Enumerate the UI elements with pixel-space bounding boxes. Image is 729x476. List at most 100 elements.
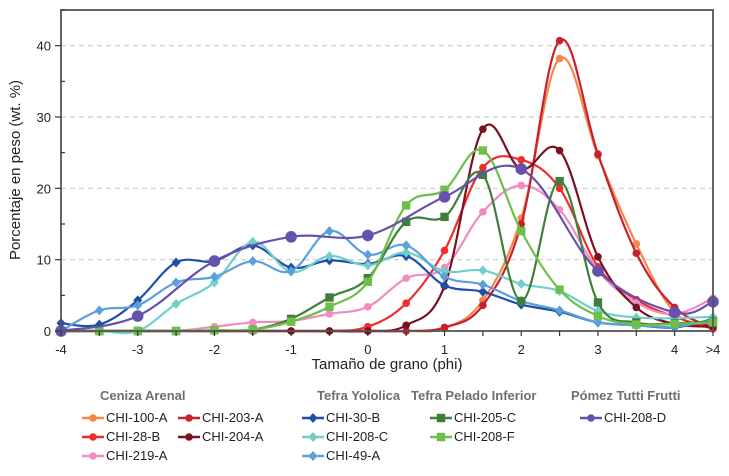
x-tick-label: 2 — [518, 342, 525, 357]
legend-item-chi-208-d: CHI-208-D — [580, 408, 666, 427]
data-point — [594, 253, 602, 261]
data-point — [440, 185, 449, 194]
data-point — [440, 246, 449, 255]
legend-swatch — [302, 450, 324, 461]
data-point — [479, 301, 487, 310]
legend-marker — [89, 451, 97, 460]
data-point — [248, 256, 258, 267]
y-tick-label: 0 — [44, 324, 51, 339]
data-point — [133, 300, 143, 311]
data-point — [555, 305, 565, 316]
legend-marker — [185, 413, 193, 422]
data-point — [131, 310, 144, 322]
x-axis-title: Tamaño de grano (phi) — [312, 356, 463, 373]
data-point — [401, 247, 411, 258]
legend-item-chi-28-b: CHI-28-B — [82, 427, 167, 446]
y-axis-title: Porcentaje en peso (wt. %) — [7, 80, 24, 260]
data-point — [478, 279, 488, 290]
legend-swatch — [82, 413, 104, 422]
legend-marker — [89, 432, 97, 441]
legend-label: CHI-28-B — [106, 429, 161, 444]
legend-item-chi-30-b: CHI-30-B — [302, 408, 388, 427]
data-point — [517, 296, 526, 306]
data-point — [285, 231, 297, 243]
data-point — [440, 280, 450, 291]
legend-group-title: Tefra Yololica — [317, 388, 401, 403]
data-point — [325, 302, 334, 311]
x-tick-label: 4 — [671, 342, 678, 357]
data-point — [517, 156, 526, 164]
legend-label: CHI-205-C — [454, 410, 517, 425]
legend-item-chi-203-a: CHI-203-A — [178, 408, 263, 427]
gridlines — [61, 45, 713, 261]
y-tick-label: 20 — [37, 181, 51, 196]
data-point — [555, 146, 564, 155]
y-tick-label: 30 — [37, 110, 51, 125]
x-tick-label: -4 — [55, 342, 67, 357]
x-tick-label: 0 — [364, 342, 371, 357]
legend-label: CHI-203-A — [202, 410, 264, 425]
data-point — [478, 286, 488, 297]
legend-label: CHI-204-A — [202, 429, 264, 444]
data-point — [171, 257, 181, 268]
legend-swatch — [430, 413, 452, 422]
data-point — [670, 319, 679, 329]
legend-item-chi-49-a: CHI-49-A — [302, 446, 388, 465]
y-tick-label: 40 — [37, 39, 51, 54]
data-point — [555, 36, 564, 45]
data-point — [632, 249, 641, 258]
legend-swatch — [178, 432, 200, 441]
data-point — [208, 255, 221, 267]
legend-marker — [89, 413, 97, 422]
legend-label: CHI-30-B — [326, 410, 381, 425]
data-point — [324, 226, 334, 237]
legend-swatch — [302, 412, 324, 423]
plot-frame — [60, 9, 714, 332]
data-point — [478, 265, 488, 276]
x-tick-label: >4 — [706, 342, 721, 357]
data-point — [209, 277, 219, 288]
series-line — [61, 56, 714, 333]
data-point — [479, 208, 487, 216]
axes — [60, 9, 714, 332]
legend-item-chi-208-f: CHI-208-F — [430, 427, 516, 446]
data-point — [517, 181, 526, 190]
data-point — [555, 285, 564, 294]
data-point — [401, 240, 411, 251]
data-point — [401, 201, 411, 210]
data-point — [515, 163, 528, 175]
data-point — [94, 305, 104, 316]
data-point — [325, 293, 334, 302]
y-tick-label: 10 — [37, 253, 51, 268]
data-point — [479, 163, 487, 172]
legend-item-chi-205-c: CHI-205-C — [430, 408, 516, 427]
data-point — [325, 310, 334, 318]
data-point — [668, 306, 681, 319]
legend-swatch — [580, 413, 602, 422]
legend-label: CHI-208-F — [454, 429, 515, 444]
data-point — [555, 184, 564, 193]
legend-marker — [587, 413, 595, 422]
data-point — [286, 317, 296, 326]
legend-item-chi-219-a: CHI-219-A — [82, 446, 167, 465]
data-point — [171, 277, 181, 288]
data-point — [632, 320, 641, 329]
legend-label: CHI-49-A — [326, 448, 381, 463]
data-point — [632, 303, 641, 312]
data-point — [402, 274, 410, 283]
data-point — [592, 265, 604, 277]
data-point — [516, 278, 526, 289]
data-point — [517, 226, 526, 236]
series-layer — [55, 36, 719, 337]
series-chi-208-f — [56, 146, 718, 336]
legend-label: CHI-100-A — [106, 410, 168, 425]
data-point — [362, 229, 374, 242]
legend-marker — [308, 450, 318, 461]
x-tick-label: -3 — [132, 342, 144, 357]
legend-label: CHI-208-C — [326, 429, 389, 444]
data-point — [324, 251, 334, 262]
data-point — [286, 266, 296, 277]
data-point — [438, 191, 451, 203]
legend-swatch — [82, 432, 104, 441]
